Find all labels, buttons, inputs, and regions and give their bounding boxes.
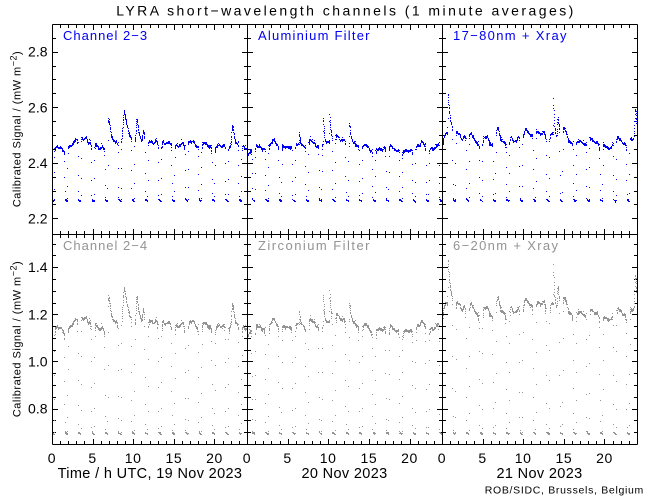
svg-text:LYRA short−wavelength channels: LYRA short−wavelength channels (1 minute… — [116, 3, 576, 19]
svg-text:Time / h UTC, 19 Nov 2023: Time / h UTC, 19 Nov 2023 — [58, 466, 243, 482]
svg-text:1.4: 1.4 — [28, 259, 48, 275]
svg-text:20 Nov 2023: 20 Nov 2023 — [301, 466, 387, 482]
svg-text:20: 20 — [206, 450, 223, 466]
svg-text:15: 15 — [166, 450, 183, 466]
svg-text:17−80nm + Xray: 17−80nm + Xray — [453, 28, 568, 43]
svg-text:2.4: 2.4 — [28, 155, 48, 171]
svg-text:2.8: 2.8 — [28, 44, 48, 60]
svg-text:10: 10 — [320, 450, 337, 466]
svg-text:10: 10 — [125, 450, 142, 466]
svg-text:20: 20 — [401, 450, 418, 466]
svg-text:0: 0 — [243, 450, 251, 466]
svg-text:Channel 2−4: Channel 2−4 — [63, 238, 148, 253]
svg-text:0: 0 — [48, 450, 56, 466]
svg-text:1.0: 1.0 — [28, 353, 48, 369]
svg-text:ROB/SIDC, Brussels, Belgium: ROB/SIDC, Brussels, Belgium — [485, 485, 644, 497]
svg-text:15: 15 — [361, 450, 378, 466]
svg-text:Calibrated Signal / (mW m−2): Calibrated Signal / (mW m−2) — [9, 51, 24, 207]
svg-text:Calibrated Signal / (mW m−2): Calibrated Signal / (mW m−2) — [9, 261, 24, 417]
svg-text:21 Nov 2023: 21 Nov 2023 — [496, 466, 582, 482]
svg-text:0.8: 0.8 — [28, 401, 48, 417]
svg-text:5: 5 — [88, 450, 96, 466]
svg-text:15: 15 — [556, 450, 573, 466]
svg-text:5: 5 — [478, 450, 486, 466]
svg-text:2.6: 2.6 — [28, 99, 48, 115]
svg-text:Zirconium Filter: Zirconium Filter — [258, 238, 371, 253]
svg-text:6−20nm + Xray: 6−20nm + Xray — [453, 238, 559, 253]
svg-text:1.2: 1.2 — [28, 306, 48, 322]
svg-text:5: 5 — [283, 450, 291, 466]
svg-text:Channel 2−3: Channel 2−3 — [63, 28, 148, 43]
svg-text:2.2: 2.2 — [28, 210, 48, 226]
svg-text:10: 10 — [515, 450, 532, 466]
svg-text:Aluminium Filter: Aluminium Filter — [258, 28, 371, 43]
svg-text:20: 20 — [596, 450, 613, 466]
svg-text:0: 0 — [438, 450, 446, 466]
